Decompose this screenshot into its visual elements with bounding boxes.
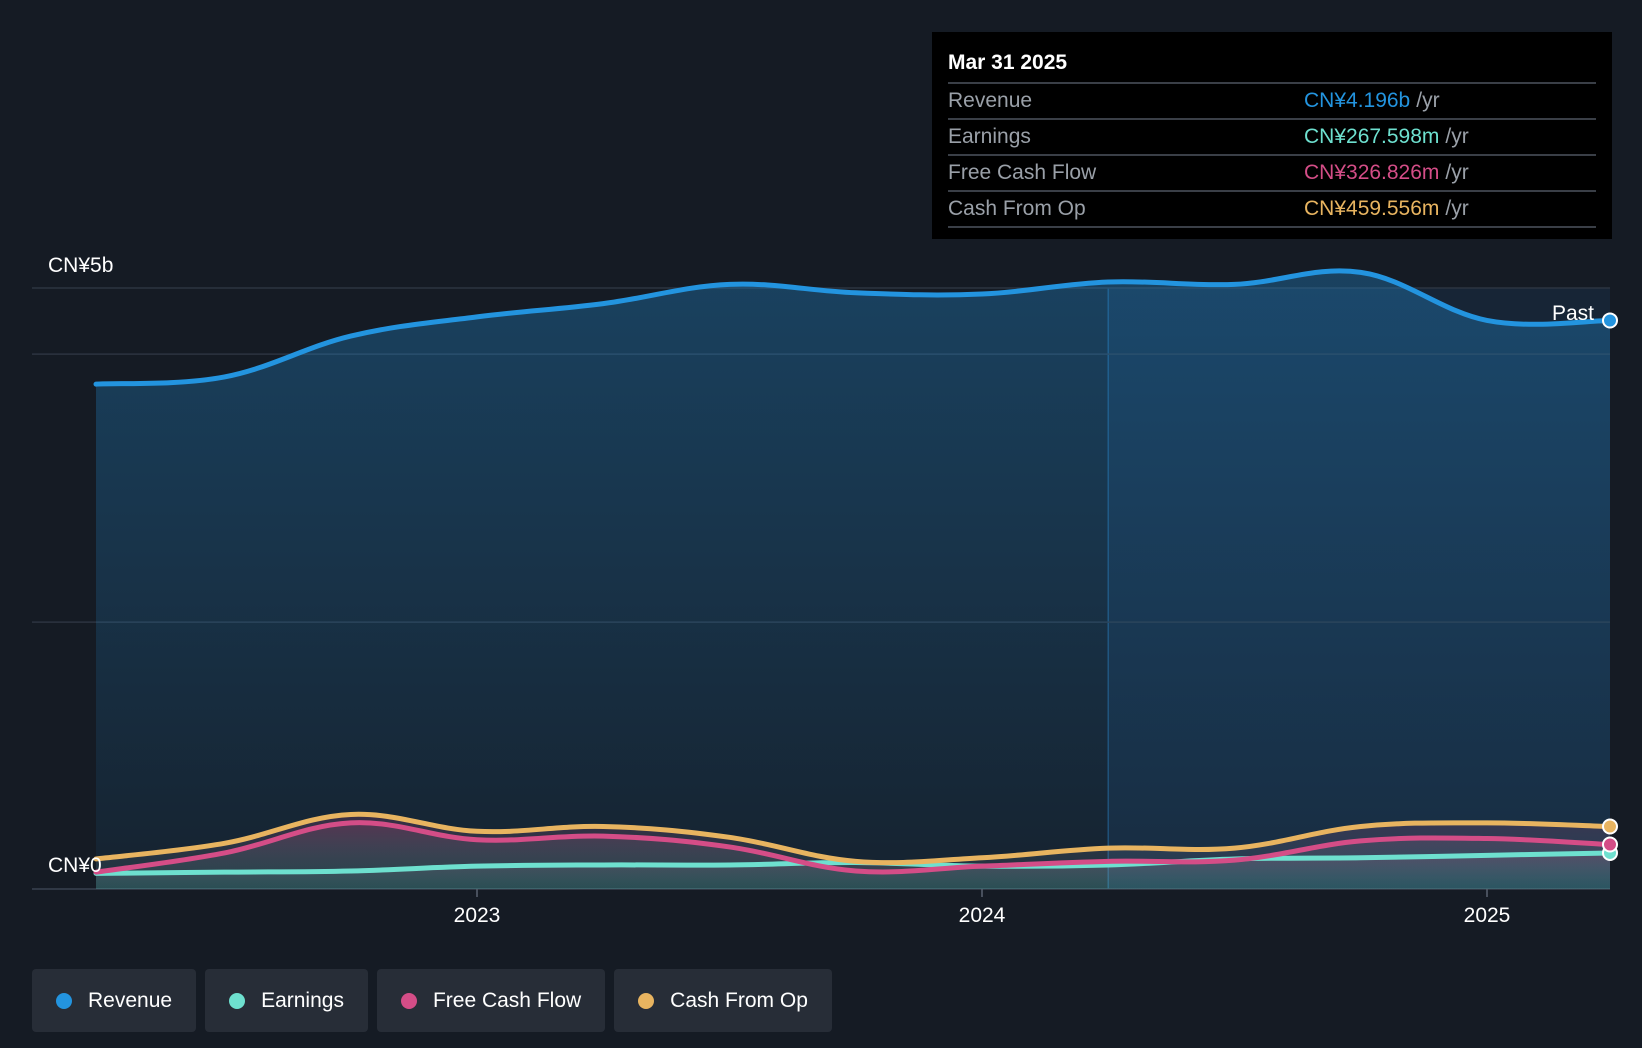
free-cash-flow-dot-icon (400, 992, 417, 1009)
tooltip-unit: /yr (1445, 125, 1469, 148)
tooltip-unit: /yr (1416, 89, 1440, 112)
x-tick-label: 2024 (959, 904, 1006, 927)
tooltip-row-cash-from-op: Cash From Op CN¥459.556m /yr (948, 190, 1596, 228)
tooltip-value: CN¥459.556m (1304, 197, 1440, 220)
tooltip-panel: Mar 31 2025 Revenue CN¥4.196b /yr Earnin… (932, 32, 1612, 239)
endpoint-free-cash-flow (1602, 836, 1618, 853)
line-free-cash-flow (93, 820, 1613, 875)
area-revenue (96, 270, 1610, 889)
legend-label: Earnings (261, 988, 344, 1012)
cash-from-op-dot-icon (638, 992, 655, 1009)
endpoint-revenue (1602, 312, 1618, 329)
legend-item-earnings[interactable]: Earnings (205, 969, 368, 1032)
line-cash-from-op (93, 811, 1613, 866)
endpoint-cash-from-op (1602, 818, 1618, 835)
revenue-dot-icon (56, 992, 72, 1009)
tooltip-date: Mar 31 2025 (948, 51, 1068, 74)
legend-item-revenue[interactable]: Revenue (32, 969, 197, 1032)
y-axis-label-bottom: CN¥0 (48, 854, 102, 877)
legend-label: Cash From Op (670, 988, 808, 1012)
y-axis-label-top: CN¥5b (48, 254, 113, 277)
tooltip-row-free-cash-flow: Free Cash Flow CN¥326.826m /yr (948, 154, 1596, 190)
legend-item-free-cash-flow[interactable]: Free Cash Flow (376, 969, 606, 1032)
line-revenue (93, 268, 1613, 387)
tooltip-label: Free Cash Flow (948, 161, 1097, 184)
tooltip-unit: /yr (1445, 161, 1469, 184)
tooltip-value: CN¥4.196b (1304, 89, 1411, 112)
tooltip-value: CN¥326.826m (1304, 161, 1440, 184)
tooltip-label: Earnings (948, 125, 1031, 148)
earnings-dot-icon (229, 992, 246, 1009)
legend-item-cash-from-op[interactable]: Cash From Op (614, 969, 832, 1032)
tooltip-label: Revenue (948, 89, 1033, 112)
x-tick-label: 2023 (454, 904, 501, 927)
tooltip-unit: /yr (1445, 197, 1469, 220)
legend-label: Free Cash Flow (432, 988, 582, 1012)
tooltip-label: Cash From Op (948, 197, 1086, 220)
tooltip-row-earnings: Earnings CN¥267.598m /yr (948, 118, 1596, 154)
past-label: Past (1552, 302, 1594, 325)
x-tick-label: 2025 (1464, 904, 1511, 927)
tooltip-value: CN¥267.598m (1304, 125, 1440, 148)
legend-label: Revenue (88, 988, 173, 1012)
legend: Revenue Earnings Free Cash Flow Cash Fro… (32, 969, 832, 1032)
tooltip-row-revenue: Revenue CN¥4.196b /yr (948, 82, 1596, 118)
